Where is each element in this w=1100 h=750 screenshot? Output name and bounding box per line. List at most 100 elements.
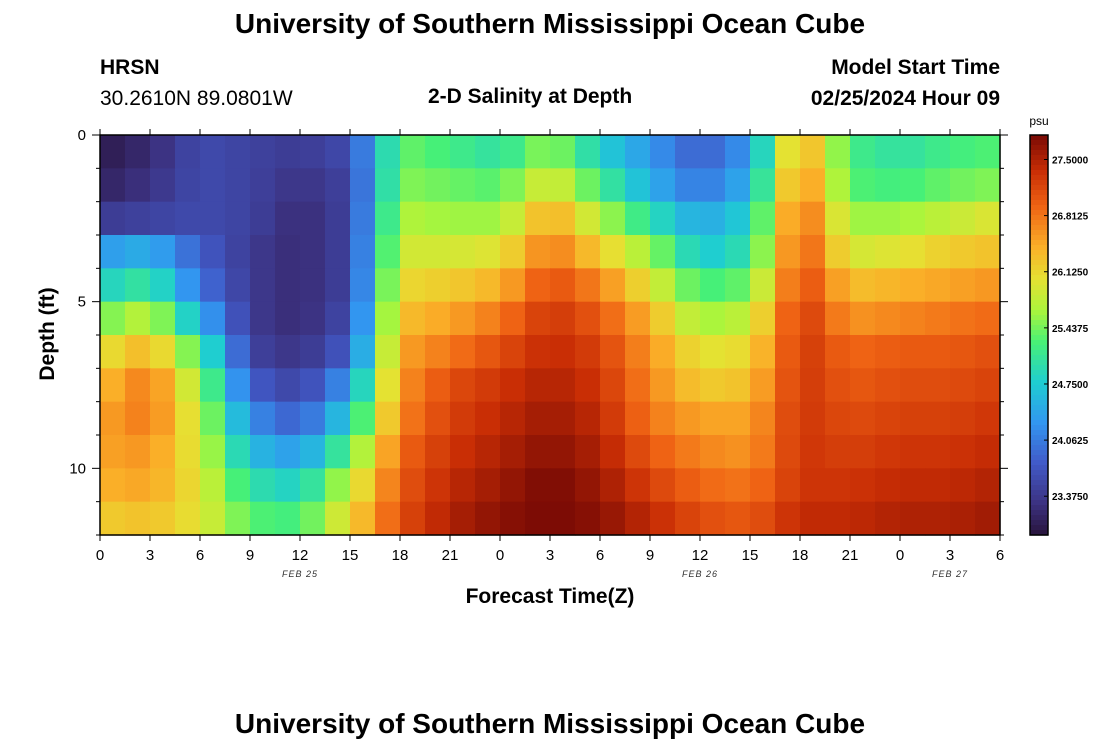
heatmap-cell (650, 335, 676, 369)
date-labels: FEB 25 FEB 26 FEB 27 (282, 569, 967, 579)
heatmap-cell (900, 335, 926, 369)
heatmap-cell (650, 435, 676, 469)
colorbar-segment (1030, 415, 1048, 421)
heatmap-cell (300, 301, 326, 336)
heatmap-cell (525, 501, 551, 536)
heatmap-cell (600, 235, 626, 269)
heatmap-cell (525, 268, 551, 303)
heatmap-cell (275, 301, 301, 336)
heatmap-cell (500, 201, 526, 236)
heatmap-cell (125, 235, 151, 269)
heatmap-cell (700, 368, 726, 403)
colorbar-segment (1030, 355, 1048, 361)
heatmap-cell (150, 235, 176, 269)
heatmap-cell (225, 235, 251, 269)
heatmap-cell (250, 368, 276, 403)
heatmap-cell (575, 368, 601, 403)
colorbar-segment (1030, 155, 1048, 161)
colorbar-segment (1030, 145, 1048, 151)
heatmap-cell (475, 235, 501, 269)
heatmap-cell (975, 468, 1001, 503)
heatmap-cell (275, 201, 301, 236)
heatmap-cell (200, 301, 226, 336)
heatmap-cell (400, 235, 426, 269)
heatmap-cell (725, 135, 751, 169)
colorbar-segment (1030, 190, 1048, 196)
heatmap-cell (100, 435, 126, 469)
heatmap-cell (750, 201, 776, 236)
heatmap-cell (875, 135, 901, 169)
heatmap-cell (950, 201, 976, 236)
colorbar-segment (1030, 370, 1048, 376)
heatmap-cell (200, 235, 226, 269)
heatmap-cell (550, 168, 576, 203)
heatmap-cell (950, 401, 976, 436)
heatmap-cell (350, 501, 376, 536)
heatmap-cell (525, 135, 551, 169)
heatmap-cell (225, 501, 251, 536)
heatmap-cell (775, 301, 801, 336)
heatmap-cell (600, 268, 626, 303)
heatmap-cell (500, 401, 526, 436)
page-title-repeat: University of Southern Mississippi Ocean… (234, 708, 866, 739)
heatmap-cell (850, 501, 876, 536)
x-tick-label: 0 (96, 547, 104, 564)
heatmap-cell (400, 368, 426, 403)
heatmap-cell (325, 468, 351, 503)
heatmap-cell (450, 435, 476, 469)
heatmap-cell (575, 268, 601, 303)
heatmap-cell (325, 135, 351, 169)
colorbar-segment (1030, 510, 1048, 516)
heatmap-cell (275, 501, 301, 536)
heatmap-cell (100, 268, 126, 303)
heatmap-cell (475, 268, 501, 303)
heatmap-cell (800, 268, 826, 303)
colorbar-segment (1030, 320, 1048, 326)
heatmap-cell (250, 401, 276, 436)
heatmap-cell (625, 435, 651, 469)
heatmap-cell (550, 335, 576, 369)
heatmap-cell (125, 468, 151, 503)
heatmap-cell (450, 468, 476, 503)
colorbar-segment (1030, 445, 1048, 451)
heatmap-cell (625, 235, 651, 269)
heatmap-cell (875, 301, 901, 336)
heatmap-cell (525, 401, 551, 436)
heatmap-cell (275, 401, 301, 436)
heatmap-cell (525, 468, 551, 503)
heatmap-cell (450, 301, 476, 336)
heatmap-cell (225, 468, 251, 503)
heatmap-cell (725, 368, 751, 403)
heatmap-cell (175, 301, 201, 336)
heatmap-cell (650, 468, 676, 503)
heatmap-cell (100, 201, 126, 236)
heatmap-cell (575, 135, 601, 169)
heatmap-cell (300, 168, 326, 203)
heatmap-cell (575, 401, 601, 436)
colorbar-segment (1030, 230, 1048, 236)
heatmap-cell (150, 435, 176, 469)
heatmap-cell (900, 235, 926, 269)
heatmap-cell (975, 201, 1001, 236)
heatmap-cell (875, 268, 901, 303)
heatmap-cell (700, 201, 726, 236)
heatmap-cell (400, 201, 426, 236)
heatmap-cell (775, 435, 801, 469)
colorbar-segment (1030, 195, 1048, 201)
heatmap-cell (250, 201, 276, 236)
colorbar-segment (1030, 475, 1048, 481)
heatmap-cell (725, 468, 751, 503)
heatmap-cell (750, 268, 776, 303)
colorbar-segment (1030, 325, 1048, 331)
x-axis-label: Forecast Time(Z) (465, 585, 635, 608)
heatmap-cell (100, 368, 126, 403)
station-name: HRSN (100, 56, 160, 79)
colorbar-segment (1030, 310, 1048, 316)
x-tick-label: 0 (496, 547, 504, 564)
heatmap-cell (700, 168, 726, 203)
x-tick-label: 6 (196, 547, 204, 564)
page-title: University of Southern Mississippi Ocean… (234, 8, 866, 39)
heatmap-cell (775, 335, 801, 369)
heatmap-cell (750, 368, 776, 403)
heatmap-cell (675, 368, 701, 403)
